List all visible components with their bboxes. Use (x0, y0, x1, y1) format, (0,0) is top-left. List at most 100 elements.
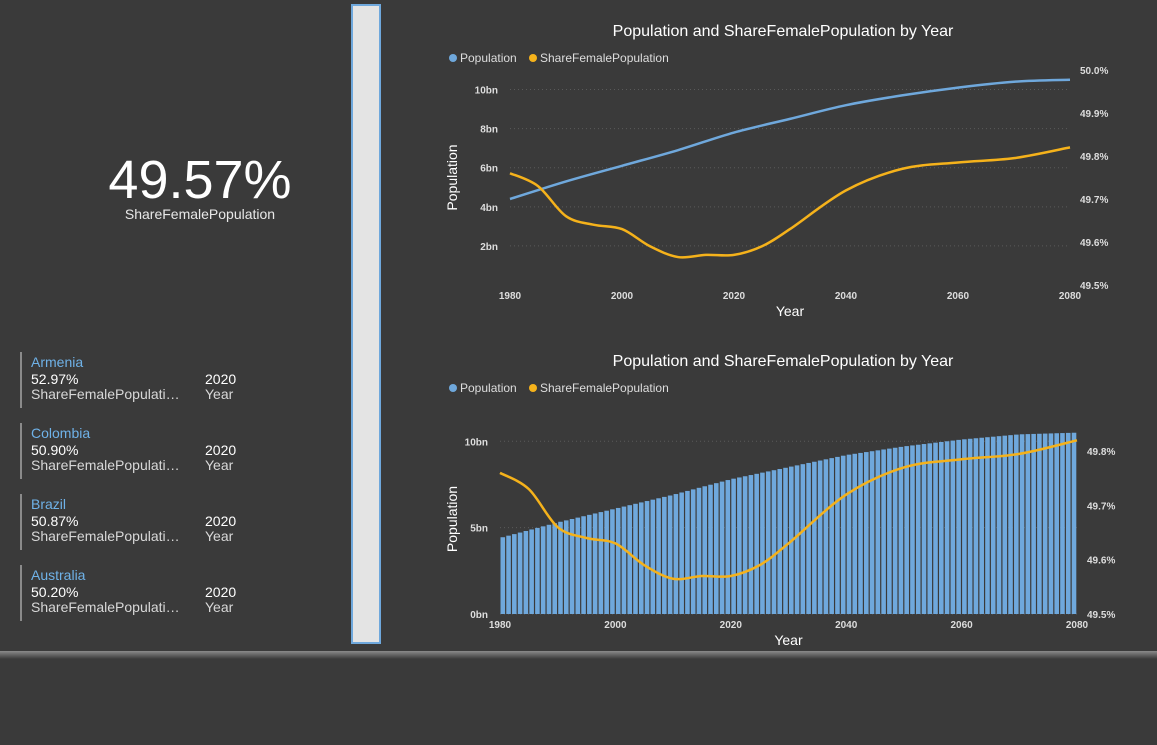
population-bar (610, 509, 615, 614)
population-bar (506, 535, 511, 614)
legend-marker (529, 384, 537, 392)
share-label: ShareFemalePopulati… (31, 600, 180, 615)
country-card-list: Armenia 52.97% 2020 ShareFemalePopulati…… (20, 352, 350, 636)
population-bar (1071, 432, 1077, 614)
y2-tick-label: 50.0% (1080, 66, 1108, 77)
year-value: 2020 (205, 513, 237, 529)
share-female-line (509, 146, 1071, 259)
x-tick-label: 2040 (835, 291, 858, 302)
vertical-scrollbar[interactable] (351, 4, 381, 644)
population-bar (973, 438, 979, 614)
population-bar (546, 524, 552, 614)
legend-marker (449, 384, 457, 392)
share-female-line (499, 439, 1078, 581)
country-card[interactable]: Colombia 50.90% 2020 ShareFemalePopulati… (20, 423, 350, 479)
population-bar (719, 481, 725, 614)
legend-label: ShareFemalePopulation (540, 381, 669, 395)
kpi-value: 49.57% (108, 150, 292, 210)
population-bar (1048, 433, 1054, 614)
population-bar (765, 471, 771, 614)
x-tick-label: 2020 (723, 291, 746, 302)
population-bar (644, 501, 650, 614)
population-bar (1014, 434, 1019, 614)
share-value: 50.20% (31, 585, 79, 600)
population-bar (535, 527, 540, 614)
population-bar (944, 441, 950, 614)
x-tick-label: 2000 (611, 291, 634, 302)
population-bar (667, 495, 673, 614)
population-bar (985, 437, 990, 614)
population-bar (708, 484, 713, 614)
population-bar (823, 459, 829, 614)
population-bar (673, 494, 679, 614)
population-bar (512, 534, 517, 614)
population-bar (569, 519, 575, 614)
population-bar (892, 447, 898, 614)
chart-title: Population and ShareFemalePopulation by … (613, 23, 954, 40)
country-name: Australia (31, 567, 86, 583)
y-axis-label: Population (444, 144, 460, 210)
share-value: 52.97% (31, 372, 79, 387)
year-label: Year (205, 457, 234, 473)
y2-tick-label: 49.6% (1087, 556, 1115, 567)
population-bar (967, 438, 973, 614)
population-bar (1065, 432, 1071, 614)
year-label: Year (205, 386, 234, 402)
population-bar (690, 489, 696, 614)
line-chart-panel: Population and ShareFemalePopulation by … (440, 14, 1140, 324)
population-bar (558, 521, 563, 614)
population-bar (846, 454, 852, 614)
y2-tick-label: 49.8% (1080, 152, 1108, 163)
y-tick-label: 5bn (470, 524, 488, 535)
share-label: ShareFemalePopulati… (31, 529, 180, 544)
population-bar (679, 492, 684, 614)
population-bar (904, 446, 909, 614)
population-bar (1054, 433, 1059, 614)
population-bar (777, 468, 783, 614)
y-tick-label: 2bn (480, 242, 498, 253)
population-bar (1037, 433, 1042, 614)
year-label: Year (205, 599, 234, 615)
kpi-label: ShareFemalePopulation (124, 206, 276, 222)
population-bar (881, 449, 886, 614)
population-line (509, 78, 1071, 201)
population-bar (835, 456, 840, 614)
population-bar (615, 507, 621, 614)
country-card[interactable]: Brazil 50.87% 2020 ShareFemalePopulati… … (20, 494, 350, 550)
population-bar (1031, 433, 1036, 614)
x-tick-label: 2060 (947, 291, 970, 302)
share-label: ShareFemalePopulati… (31, 387, 180, 402)
population-bar (817, 460, 823, 614)
population-bar (662, 496, 667, 614)
country-name: Colombia (31, 425, 91, 441)
population-bar (927, 443, 933, 614)
country-card[interactable]: Armenia 52.97% 2020 ShareFemalePopulati…… (20, 352, 350, 408)
x-tick-label: 1980 (499, 291, 522, 302)
country-name: Armenia (31, 354, 84, 370)
population-bar (794, 465, 800, 614)
population-bar (725, 480, 731, 614)
population-bar (979, 437, 984, 614)
y2-tick-label: 49.5% (1080, 281, 1108, 292)
country-card[interactable]: Australia 50.20% 2020 ShareFemalePopulat… (20, 565, 350, 621)
population-bar (638, 502, 644, 614)
population-bar (829, 458, 834, 614)
x-tick-label: 1980 (489, 620, 512, 631)
population-bar (702, 486, 708, 614)
population-bar (887, 448, 892, 614)
population-bar (806, 462, 811, 614)
y2-tick-label: 49.7% (1087, 501, 1115, 512)
y-tick-label: 4bn (480, 203, 498, 214)
population-bar (869, 451, 875, 614)
population-bar (737, 477, 742, 614)
population-bar (800, 464, 806, 614)
population-bar (1025, 434, 1031, 614)
population-bar (915, 444, 921, 614)
population-bar (812, 461, 817, 614)
population-bar (552, 523, 557, 614)
y2-tick-label: 49.6% (1080, 238, 1108, 249)
population-bar (621, 506, 627, 614)
chart-title: Population and ShareFemalePopulation by … (613, 353, 954, 370)
population-bar (962, 439, 967, 614)
population-bar (921, 444, 927, 614)
